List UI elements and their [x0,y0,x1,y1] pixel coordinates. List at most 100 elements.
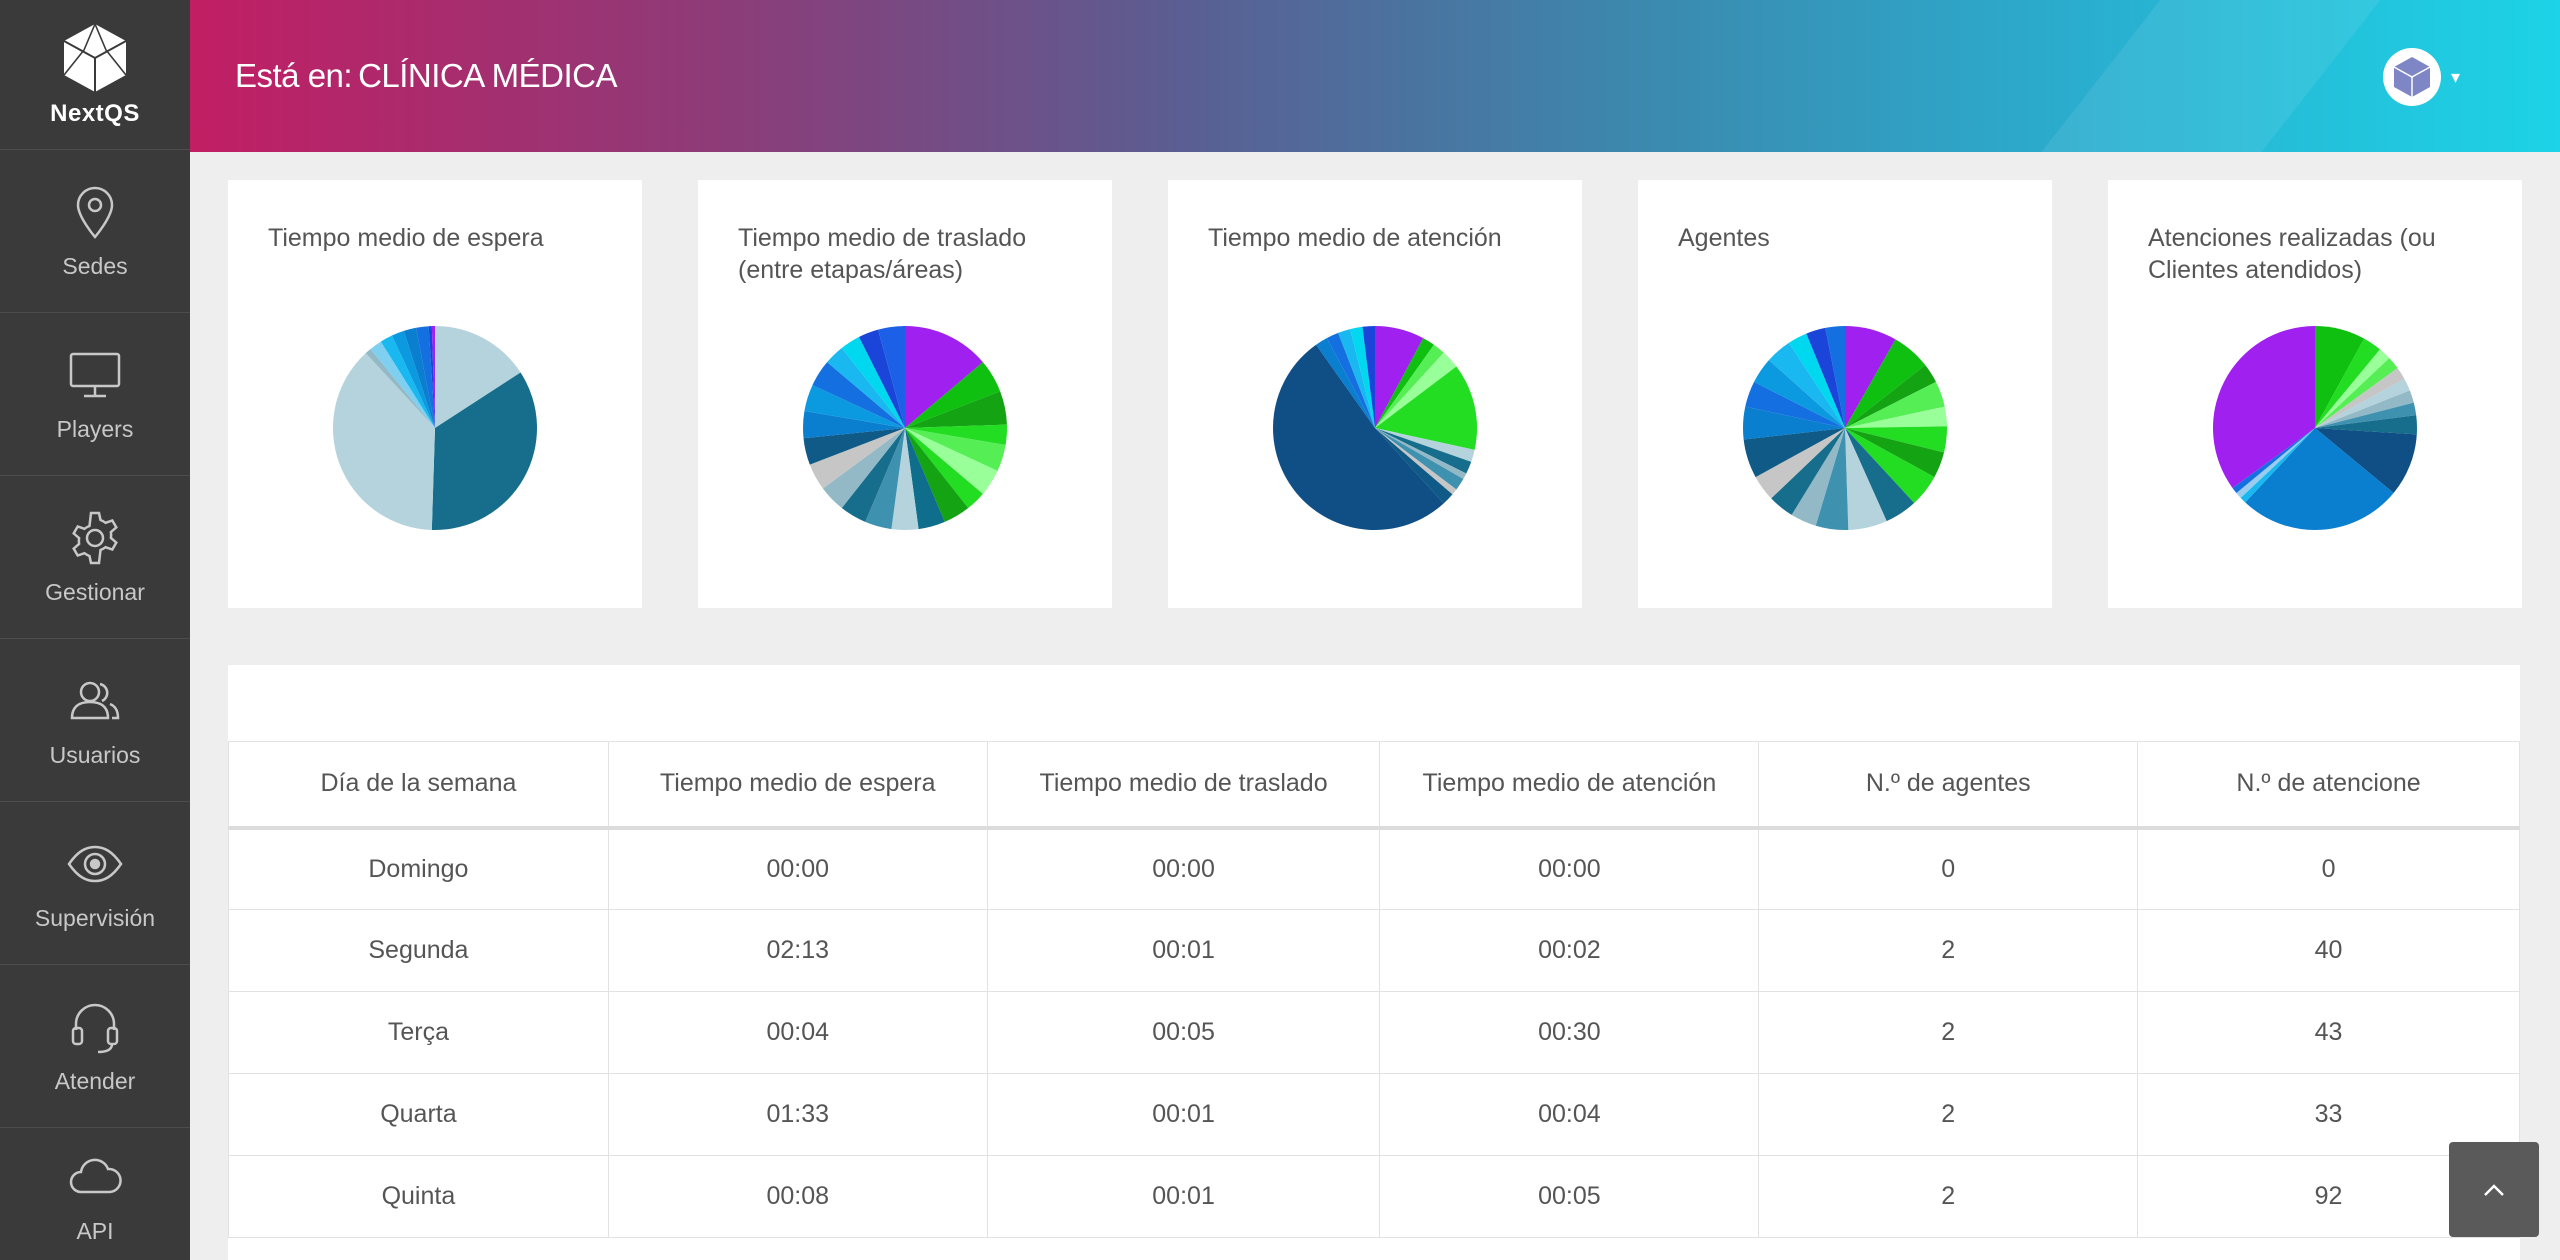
pie-slice[interactable] [428,326,435,428]
sidebar-item-atender[interactable]: Atender [0,965,190,1128]
pie-slice[interactable] [1791,428,1845,526]
pie-slice[interactable] [1845,428,1945,478]
user-menu[interactable]: ▾ [2382,48,2460,106]
pie-slice[interactable] [391,330,435,428]
pie-slice[interactable] [822,428,905,509]
pie-slice[interactable] [2315,338,2381,428]
avatar[interactable] [2382,48,2441,106]
pie-slice[interactable] [841,428,905,522]
sidebar-item-sedes[interactable]: Sedes [0,150,190,313]
pie-slice[interactable] [1338,329,1375,428]
pie-slice[interactable] [827,347,905,428]
pie-slice[interactable] [1362,326,1375,428]
pie-slice[interactable] [2236,428,2315,498]
pie-slice[interactable] [1845,365,1936,428]
pie-slice[interactable] [841,336,905,428]
pie-slice[interactable] [2315,402,2417,428]
pie-slice[interactable] [1755,428,1845,499]
pie-slice[interactable] [365,348,435,428]
pie-slice[interactable] [1845,406,1947,428]
pie-slice[interactable] [380,335,435,428]
pie-slice[interactable] [858,329,905,428]
pie-slice[interactable] [1375,326,1424,428]
pie-slice[interactable] [2315,415,2417,435]
column-header[interactable]: Tiempo medio de traslado [986,741,1381,828]
pie-slice[interactable] [878,326,905,428]
pie-slice[interactable] [1845,428,1915,522]
pie-slice[interactable] [1754,360,1845,428]
pie-slice[interactable] [1375,428,1453,504]
pie-slice[interactable] [333,353,435,530]
pie-slice[interactable] [1845,428,1887,530]
pie-slice[interactable] [1316,338,1375,428]
column-header[interactable]: Tiempo medio de atención [1379,741,1760,828]
pie-slice[interactable] [905,428,945,530]
column-header[interactable]: Tiempo medio de espera [607,741,988,828]
pie-slice[interactable] [1375,344,1444,428]
pie-slice[interactable] [812,362,905,428]
pie-slice[interactable] [403,327,435,428]
pie-slice[interactable] [803,428,905,465]
pie-slice[interactable] [1768,342,1845,428]
scroll-to-top-button[interactable] [2449,1142,2539,1237]
pie-slice[interactable] [1273,344,1444,530]
pie-slice[interactable] [905,362,1001,428]
pie-slice[interactable] [2315,358,2398,428]
pie-slice[interactable] [905,428,983,509]
pie-slice[interactable] [431,326,435,428]
column-header[interactable]: N.º de atencione [2137,741,2520,828]
pie-slice[interactable] [905,428,998,494]
pie-slice[interactable] [1375,366,1477,450]
pie-slice[interactable] [1326,332,1375,428]
brand-logo[interactable]: NextQS [0,0,190,150]
pie-slice[interactable] [1771,428,1845,515]
pie-slice[interactable] [2213,326,2315,488]
pie-slice[interactable] [1743,428,1845,478]
pie-slice[interactable] [803,411,905,439]
pie-slice[interactable] [435,326,521,428]
pie-slice[interactable] [804,385,905,428]
pie-slice[interactable] [2315,326,2365,428]
pie-slice[interactable] [905,424,1007,445]
pie-slice[interactable] [1806,327,1845,428]
sidebar-item-usuarios[interactable]: Usuarios [0,639,190,802]
sidebar-item-gestionar[interactable]: Gestionar [0,476,190,639]
pie-slice[interactable] [431,372,537,530]
pie-slice[interactable] [1745,381,1845,428]
pie-slice[interactable] [2315,428,2417,494]
pie-slice[interactable] [905,391,1007,428]
pie-slice[interactable] [1375,428,1472,474]
pie-slice[interactable] [1845,426,1947,453]
sidebar-item-api[interactable]: API [0,1128,190,1260]
pie-slice[interactable] [809,428,905,489]
pie-slice[interactable] [2240,428,2315,503]
pie-slice[interactable] [2232,428,2315,494]
pie-slice[interactable] [905,428,969,522]
pie-slice[interactable] [1845,326,1896,428]
pie-slice[interactable] [1815,428,1849,530]
pie-slice[interactable] [1375,352,1457,428]
pie-slice[interactable] [891,428,919,530]
pie-slice[interactable] [1375,428,1467,479]
pie-slice[interactable] [1845,381,1945,428]
pie-slice[interactable] [865,428,905,530]
pie-slice[interactable] [416,326,435,428]
pie-slice[interactable] [1375,428,1457,495]
pie-slice[interactable] [1350,326,1375,428]
pie-slice[interactable] [1845,428,1935,503]
pie-slice[interactable] [2315,349,2390,428]
pie-slice[interactable] [1375,428,1475,462]
pie-slice[interactable] [2315,390,2414,428]
pie-slice[interactable] [2315,368,2405,428]
pie-slice[interactable] [1845,339,1926,428]
pie-slice[interactable] [905,326,983,428]
sidebar-item-players[interactable]: Players [0,313,190,476]
pie-slice[interactable] [2245,428,2394,530]
column-header[interactable]: Día de la semana [228,741,609,828]
column-header[interactable]: N.º de agentes [1758,741,2139,828]
pie-slice[interactable] [1788,333,1845,428]
pie-slice[interactable] [905,428,1006,471]
chevron-down-icon[interactable]: ▾ [2450,66,2460,87]
sidebar-item-supervision[interactable]: Supervisión [0,802,190,965]
pie-slice[interactable] [2315,378,2410,428]
